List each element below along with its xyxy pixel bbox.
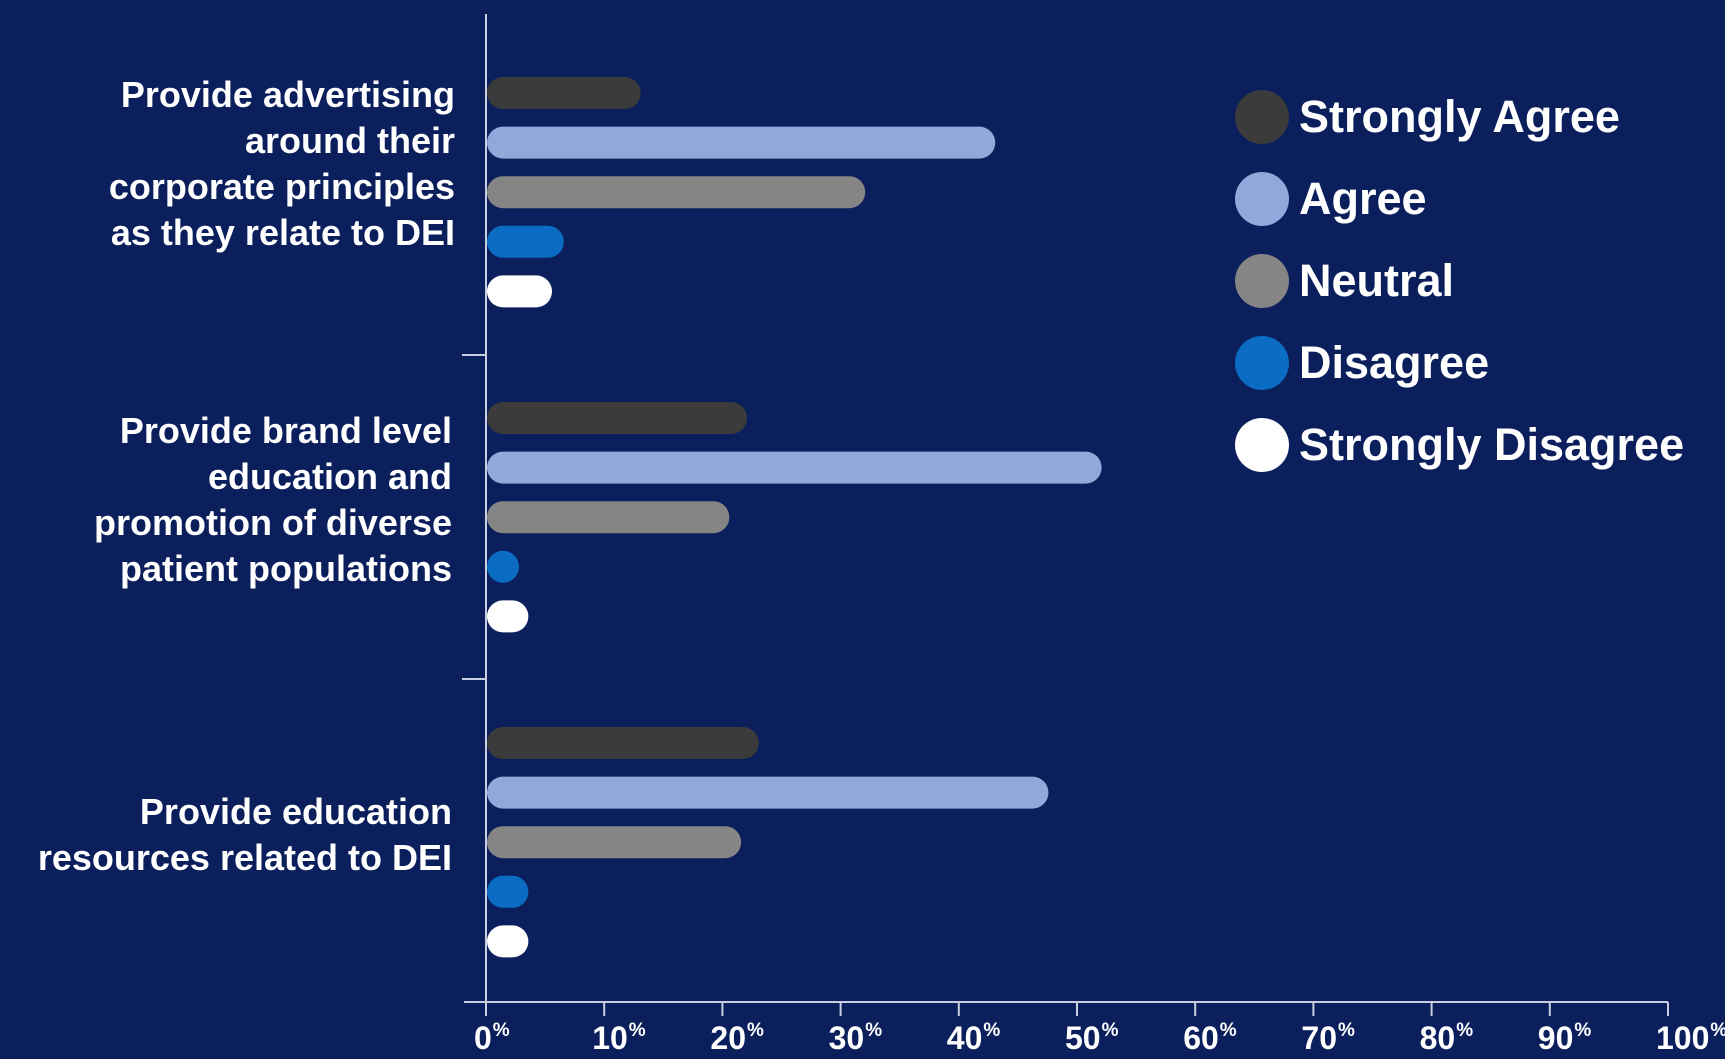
x-tick-label: 10% xyxy=(592,1020,646,1057)
x-tick-number: 100 xyxy=(1656,1020,1710,1056)
x-tick-number: 40 xyxy=(946,1020,983,1056)
x-tick-number: 10 xyxy=(592,1020,628,1056)
legend-label: Agree xyxy=(1299,173,1427,224)
bar-strongly-disagree xyxy=(487,600,529,633)
legend: Strongly Agree Agree Neutral Disagree St… xyxy=(1235,76,1684,486)
x-tick-number: 20 xyxy=(710,1020,746,1056)
x-tick-number: 0 xyxy=(474,1020,492,1056)
category-label: Provide education resources related to D… xyxy=(37,791,452,878)
bar-neutral xyxy=(487,176,866,209)
legend-item-agree: Agree xyxy=(1235,158,1684,240)
x-tick-number: 90 xyxy=(1537,1020,1574,1056)
x-tick-label: 80% xyxy=(1420,1020,1474,1057)
legend-swatch xyxy=(1235,172,1289,226)
bar-disagree xyxy=(487,550,519,583)
x-tick-unit: % xyxy=(1337,1020,1355,1041)
bar-agree xyxy=(487,776,1049,809)
x-tick-unit: % xyxy=(492,1020,510,1041)
bar-agree xyxy=(487,451,1102,484)
x-tick-unit: % xyxy=(628,1020,646,1041)
x-tick-number: 80 xyxy=(1419,1020,1456,1056)
legend-swatch xyxy=(1235,336,1289,390)
bar-strongly-agree xyxy=(487,727,759,759)
x-tick-label: 90% xyxy=(1538,1020,1592,1057)
x-tick-unit: % xyxy=(1574,1020,1592,1041)
bar-agree xyxy=(487,126,996,159)
legend-item-strongly-agree: Strongly Agree xyxy=(1235,76,1684,158)
bar-strongly-disagree xyxy=(487,925,529,958)
legend-item-disagree: Disagree xyxy=(1235,322,1684,404)
legend-swatch xyxy=(1235,90,1289,144)
x-tick-label: 40% xyxy=(947,1020,1001,1057)
x-tick-number: 60 xyxy=(1183,1020,1219,1056)
x-tick-number: 70 xyxy=(1301,1020,1337,1056)
x-tick-label: 20% xyxy=(710,1020,764,1057)
x-tick-unit: % xyxy=(983,1020,1001,1041)
bar-disagree xyxy=(487,225,564,258)
x-tick-label: 70% xyxy=(1301,1020,1355,1057)
x-tick-label: 100% xyxy=(1656,1020,1725,1057)
bar-disagree xyxy=(487,875,529,908)
legend-label: Strongly Agree xyxy=(1299,91,1620,142)
x-tick-label: 0% xyxy=(474,1020,510,1057)
legend-label: Strongly Disagree xyxy=(1299,419,1685,470)
category-label: Provide brand level education and promot… xyxy=(93,410,452,589)
x-tick-label: 50% xyxy=(1065,1020,1119,1057)
bar-strongly-disagree xyxy=(487,275,553,308)
legend-item-neutral: Neutral xyxy=(1235,240,1684,322)
legend-swatch xyxy=(1235,418,1289,472)
bar-neutral xyxy=(487,826,742,859)
bar-neutral xyxy=(487,501,730,534)
category-label: Provide advertising around their corpora… xyxy=(108,74,455,253)
x-tick-label: 60% xyxy=(1183,1020,1237,1057)
x-tick-number: 30 xyxy=(828,1020,865,1056)
x-tick-unit: % xyxy=(865,1020,883,1041)
x-tick-unit: % xyxy=(1710,1020,1725,1041)
legend-label: Disagree xyxy=(1299,337,1490,388)
x-tick-unit: % xyxy=(1219,1020,1237,1041)
x-tick-unit: % xyxy=(1456,1020,1474,1041)
x-tick-number: 50 xyxy=(1065,1020,1101,1056)
legend-label: Neutral xyxy=(1299,255,1455,306)
x-tick-label: 30% xyxy=(829,1020,883,1057)
legend-item-strongly-disagree: Strongly Disagree xyxy=(1235,404,1684,486)
legend-swatch xyxy=(1235,254,1289,308)
x-tick-unit: % xyxy=(746,1020,764,1041)
x-tick-unit: % xyxy=(1101,1020,1119,1041)
bar-strongly-agree xyxy=(487,77,641,109)
bar-strongly-agree xyxy=(487,402,748,434)
